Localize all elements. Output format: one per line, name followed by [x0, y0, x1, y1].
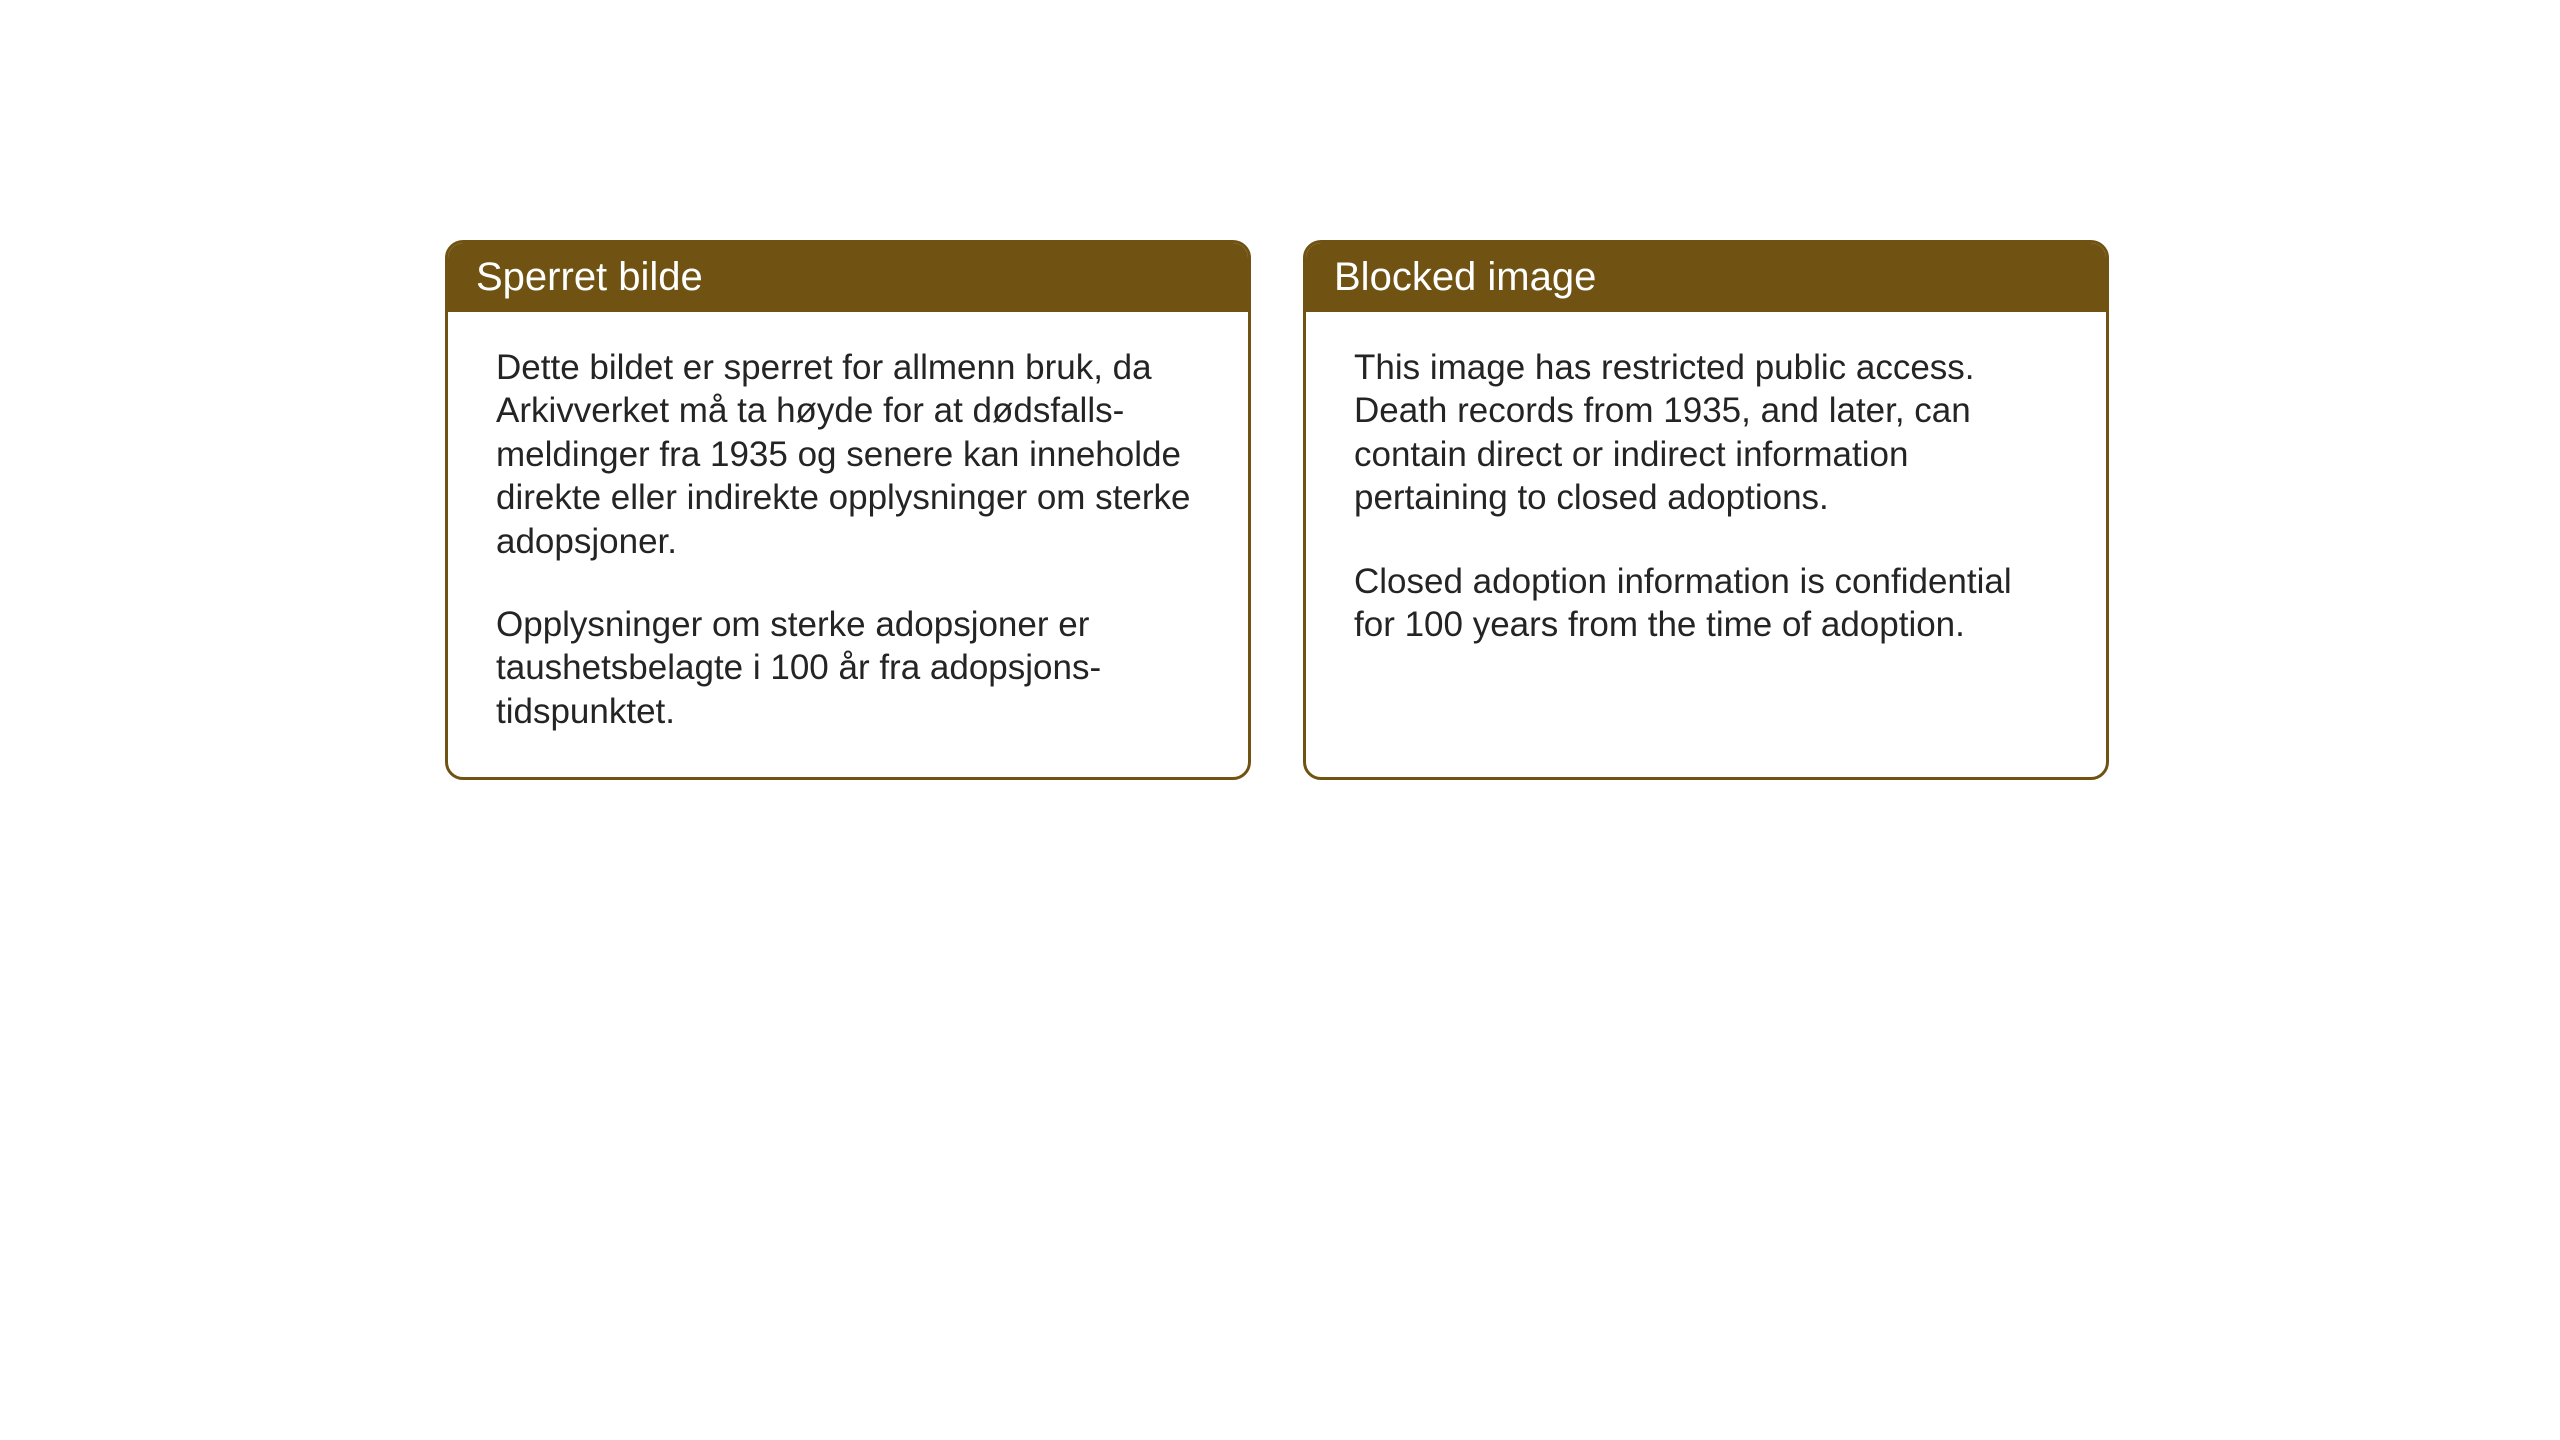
notice-container: Sperret bilde Dette bildet er sperret fo… — [445, 240, 2109, 780]
notice-header-norwegian: Sperret bilde — [448, 243, 1248, 312]
notice-title: Sperret bilde — [476, 255, 703, 299]
notice-body-english: This image has restricted public access.… — [1306, 312, 2106, 690]
notice-title: Blocked image — [1334, 255, 1596, 299]
notice-paragraph: Closed adoption information is confident… — [1354, 560, 2058, 647]
notice-paragraph: This image has restricted public access.… — [1354, 346, 2058, 520]
notice-body-norwegian: Dette bildet er sperret for allmenn bruk… — [448, 312, 1248, 777]
notice-paragraph: Opplysninger om sterke adopsjoner er tau… — [496, 603, 1200, 733]
notice-header-english: Blocked image — [1306, 243, 2106, 312]
notice-card-english: Blocked image This image has restricted … — [1303, 240, 2109, 780]
notice-card-norwegian: Sperret bilde Dette bildet er sperret fo… — [445, 240, 1251, 780]
notice-paragraph: Dette bildet er sperret for allmenn bruk… — [496, 346, 1200, 563]
